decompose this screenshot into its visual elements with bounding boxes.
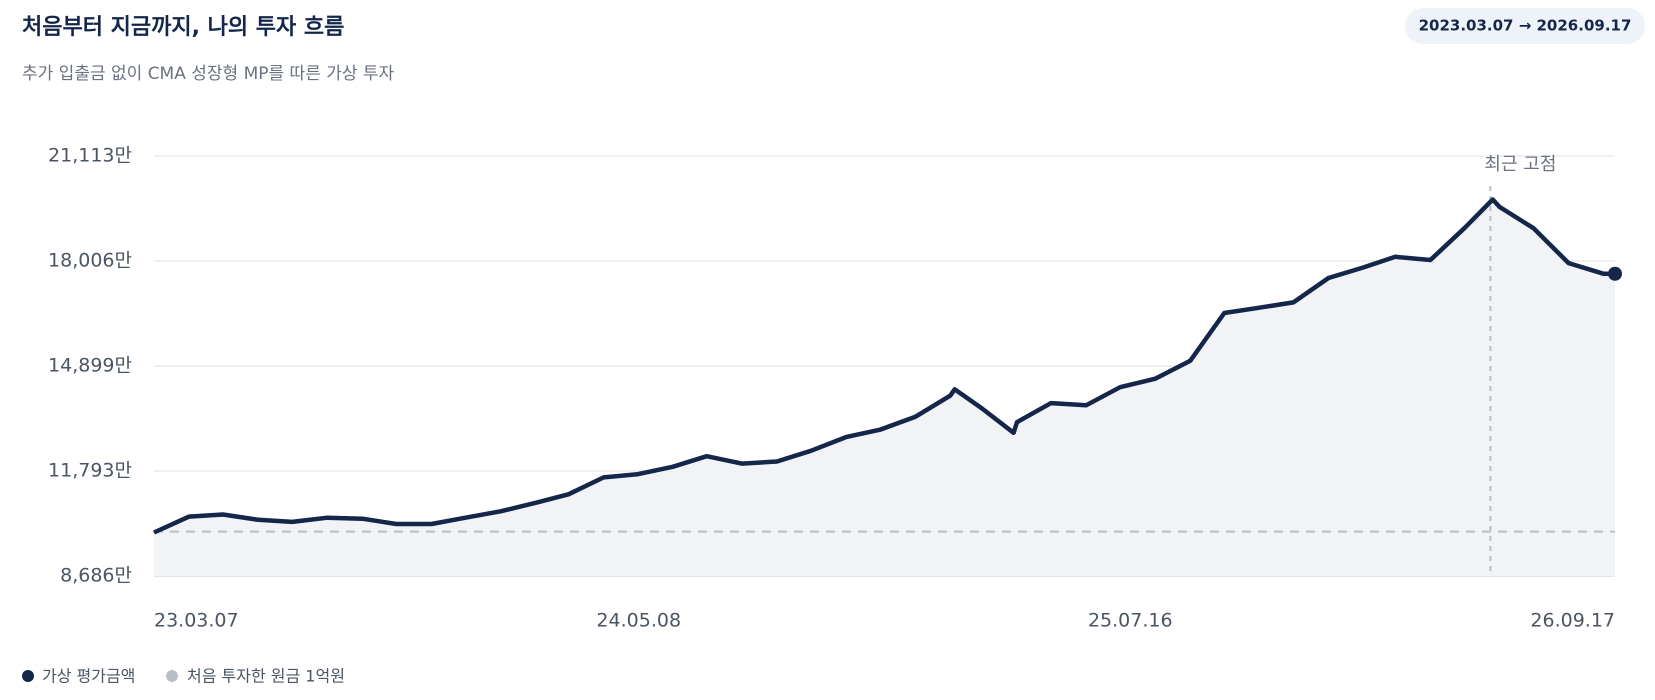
- legend-dot: [22, 670, 34, 682]
- y-tick-label: 8,686만: [60, 565, 132, 587]
- x-tick-label: 25.07.16: [1088, 610, 1173, 632]
- y-tick-label: 21,113만: [48, 145, 132, 167]
- x-tick-label: 24.05.08: [596, 610, 681, 632]
- y-tick-label: 14,899만: [48, 355, 132, 377]
- peak-label: 최근 고점: [1484, 154, 1556, 175]
- y-tick-label: 11,793만: [48, 459, 132, 481]
- period-badge: [1405, 8, 1645, 44]
- legend-dot: [166, 670, 178, 682]
- chart-subtitle: 추가 입출금 없이 CMA 성장형 MP를 따른 가상 투자: [22, 64, 395, 84]
- y-tick-label: 18,006만: [48, 250, 132, 272]
- x-tick-label: 23.03.07: [154, 610, 239, 632]
- chart-title: 처음부터 지금까지, 나의 투자 흐름: [22, 15, 344, 40]
- period-label: 2023.03.07 → 2026.09.17: [1419, 17, 1632, 35]
- line: [153, 197, 1615, 535]
- end-dot: [1608, 266, 1622, 281]
- legend-label: 처음 투자한 원금 1억원: [187, 667, 345, 686]
- area: [154, 199, 1615, 576]
- x-tick-label: 26.09.17: [1530, 610, 1615, 632]
- legend-label: 가상 평가금액: [42, 667, 135, 686]
